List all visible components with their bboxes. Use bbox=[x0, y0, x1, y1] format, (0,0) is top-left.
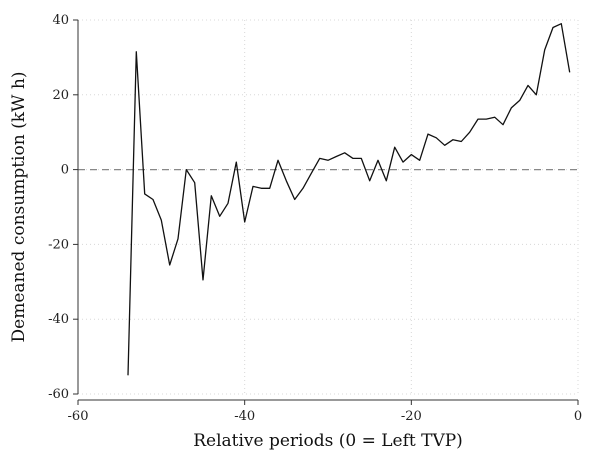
y-tick-label: -20 bbox=[48, 237, 69, 252]
data-point bbox=[135, 50, 138, 53]
data-point bbox=[293, 198, 296, 201]
data-point bbox=[368, 179, 371, 182]
grid-lines bbox=[77, 19, 579, 395]
data-point bbox=[168, 264, 171, 267]
data-point bbox=[460, 140, 463, 143]
data-point bbox=[402, 161, 405, 164]
data-point bbox=[260, 187, 263, 190]
data-point bbox=[385, 179, 388, 182]
data-point bbox=[560, 22, 563, 25]
data-point bbox=[552, 26, 555, 29]
y-tick-label: 20 bbox=[52, 88, 69, 103]
data-point bbox=[352, 157, 355, 160]
x-axis-title: Relative periods (0 = Left TVP) bbox=[193, 431, 463, 451]
data-point bbox=[343, 151, 346, 154]
x-tick-label: -60 bbox=[68, 409, 89, 424]
x-tick-label: -20 bbox=[401, 409, 422, 424]
data-point bbox=[443, 144, 446, 147]
data-point bbox=[160, 219, 163, 222]
data-point bbox=[285, 179, 288, 182]
data-point bbox=[152, 198, 155, 201]
data-point bbox=[360, 157, 363, 160]
data-point bbox=[568, 71, 571, 74]
data-point bbox=[335, 155, 338, 158]
data-point bbox=[427, 133, 430, 136]
data-point bbox=[393, 146, 396, 149]
data-point bbox=[452, 138, 455, 141]
x-tick-label: -40 bbox=[234, 409, 255, 424]
y-tick-label: 0 bbox=[61, 163, 69, 178]
data-point bbox=[218, 215, 221, 218]
data-point bbox=[202, 279, 205, 282]
data-point bbox=[243, 221, 246, 224]
data-point bbox=[210, 194, 213, 197]
data-point bbox=[185, 168, 188, 171]
data-point bbox=[235, 161, 238, 164]
data-point bbox=[502, 123, 505, 126]
data-point bbox=[327, 159, 330, 162]
data-point bbox=[485, 118, 488, 121]
data-point bbox=[377, 159, 380, 162]
axes: -60 -40 -20 0 20 40 -60 -40 -20 0 bbox=[48, 13, 582, 424]
data-point bbox=[252, 185, 255, 188]
data-point bbox=[277, 159, 280, 162]
data-point bbox=[527, 84, 530, 87]
data-point bbox=[227, 202, 230, 205]
series-layer bbox=[127, 22, 571, 377]
y-axis-title: Demeaned consumption (kW h) bbox=[9, 72, 29, 343]
data-point bbox=[418, 159, 421, 162]
x-tick-label: 0 bbox=[574, 409, 582, 424]
data-point bbox=[302, 187, 305, 190]
data-point bbox=[318, 157, 321, 160]
data-point bbox=[127, 374, 130, 377]
data-point bbox=[177, 237, 180, 240]
data-point bbox=[543, 49, 546, 52]
data-point bbox=[468, 131, 471, 134]
data-point bbox=[518, 99, 521, 102]
series-line bbox=[127, 23, 571, 376]
data-point bbox=[193, 181, 196, 184]
y-tick-label: -40 bbox=[48, 312, 69, 327]
data-point bbox=[268, 187, 271, 190]
data-point bbox=[435, 136, 438, 139]
data-point bbox=[310, 172, 313, 175]
data-point bbox=[535, 93, 538, 96]
data-point bbox=[143, 193, 146, 196]
data-point bbox=[477, 118, 480, 121]
y-tick-label: 40 bbox=[52, 13, 69, 28]
data-point bbox=[510, 106, 513, 109]
data-point bbox=[410, 153, 413, 156]
data-point bbox=[493, 116, 496, 119]
y-tick-label: -60 bbox=[48, 387, 69, 402]
